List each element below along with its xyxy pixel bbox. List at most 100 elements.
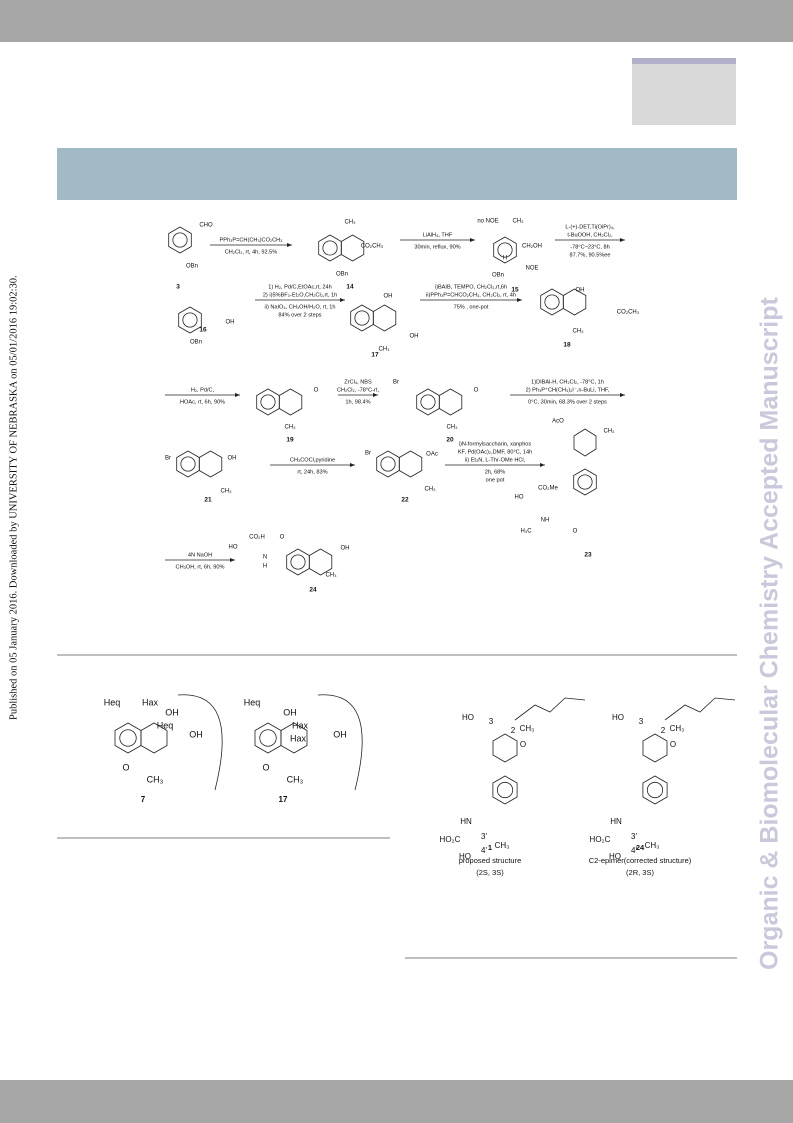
label: CH₃ bbox=[645, 841, 660, 850]
label: ii)PPh₃P=CHCO₂CH₃, CH₂Cl₂, rt, 4h bbox=[426, 292, 516, 298]
label: OH bbox=[165, 707, 179, 717]
ring bbox=[140, 722, 168, 754]
label: 3' bbox=[631, 832, 637, 841]
ring bbox=[168, 226, 192, 254]
ring-bond bbox=[420, 394, 436, 410]
label: NOE bbox=[525, 266, 538, 272]
label: Heq bbox=[244, 697, 261, 707]
ring bbox=[256, 388, 280, 416]
ring-bond bbox=[290, 554, 306, 570]
ring bbox=[176, 450, 200, 478]
arrow-head bbox=[373, 393, 378, 397]
label: 15 bbox=[511, 287, 519, 294]
label: HO bbox=[612, 713, 624, 722]
label: O bbox=[280, 535, 285, 541]
label: rt, 24h, 83% bbox=[297, 469, 327, 475]
label: HOAc, rt, 6h, 90% bbox=[180, 399, 225, 405]
ring bbox=[350, 304, 374, 332]
ring bbox=[114, 722, 142, 754]
ring bbox=[438, 388, 463, 416]
label: OH bbox=[384, 294, 393, 300]
label: AcO bbox=[552, 419, 564, 425]
ring-bond bbox=[322, 240, 338, 256]
label: OH bbox=[576, 288, 585, 294]
label: 75% , one-pot bbox=[454, 304, 489, 310]
label: 2h, 68% bbox=[485, 469, 506, 475]
label: CH₃ bbox=[670, 724, 685, 733]
ring bbox=[278, 388, 303, 416]
ring-bond bbox=[497, 242, 513, 258]
label: CH₃ bbox=[147, 774, 164, 784]
label: CH₃ bbox=[520, 724, 535, 733]
label: OH bbox=[189, 729, 203, 739]
label: CH₃COCl,pyridine bbox=[290, 457, 335, 463]
label: PPh₃P=CH(CH₃)CO₂CH₃ bbox=[220, 237, 283, 243]
label: 3 bbox=[176, 284, 180, 291]
label: ii) Et₃N, L-Thr-OMe HCl, bbox=[465, 457, 526, 463]
label: H₂, Pd/C, bbox=[191, 387, 215, 393]
label: HO₂C bbox=[590, 835, 611, 844]
ring-bond bbox=[544, 294, 560, 310]
ring bbox=[318, 234, 342, 262]
label: i)BAIB, TEMPO, CH₂Cl₂,rt,6h bbox=[435, 284, 507, 290]
label: HO bbox=[515, 495, 524, 501]
noe-arc bbox=[317, 694, 363, 791]
ring bbox=[372, 304, 397, 332]
label: HN bbox=[610, 817, 622, 826]
label: OH bbox=[333, 729, 347, 739]
label: 20 bbox=[446, 437, 454, 444]
label: OH bbox=[283, 707, 297, 717]
ring bbox=[540, 288, 564, 316]
ring bbox=[416, 388, 440, 416]
ring-bond bbox=[180, 456, 196, 472]
watermark: Organic & Biomolecular Chemistry Accepte… bbox=[756, 296, 784, 970]
label: CH₃ bbox=[446, 425, 458, 431]
label: Heq bbox=[157, 720, 174, 730]
label: 17 bbox=[279, 795, 288, 804]
label: N bbox=[263, 555, 267, 561]
arrow-head bbox=[230, 558, 235, 562]
label: CH₃ bbox=[378, 347, 390, 353]
label: 1) H₂, Pd/C,EtOAc,rt, 24h bbox=[268, 284, 331, 290]
label: t-BuOOH, CH₂Cl₂, bbox=[567, 232, 613, 238]
label: CO₂Me bbox=[538, 486, 558, 492]
label: proposed structure bbox=[459, 856, 522, 865]
ring bbox=[492, 733, 518, 763]
label: CH₃ bbox=[572, 329, 584, 335]
side-note: Published on 05 January 2016. Downloaded… bbox=[8, 275, 19, 720]
label: CH₃OH, rt, 6h, 90% bbox=[176, 564, 225, 570]
label: no NOE bbox=[477, 219, 498, 225]
label: O bbox=[520, 740, 526, 749]
label: 22 bbox=[401, 497, 409, 504]
ring-bond bbox=[354, 310, 370, 326]
label: ZrCl₄, NBS bbox=[344, 379, 372, 385]
label: 17 bbox=[371, 352, 379, 359]
ring bbox=[642, 775, 668, 805]
label: H bbox=[503, 256, 507, 262]
side-chain bbox=[664, 697, 736, 721]
ring bbox=[376, 450, 400, 478]
header-band bbox=[57, 148, 737, 200]
bottom-bar bbox=[0, 1080, 793, 1123]
label: H₃C bbox=[520, 529, 532, 535]
label: Br bbox=[365, 451, 371, 457]
ring bbox=[198, 450, 223, 478]
label: (2S, 3S) bbox=[476, 868, 504, 877]
label: one pot bbox=[486, 477, 505, 483]
label: L-(+)-DET,Ti(OiPr)₄, bbox=[565, 224, 615, 230]
ring-bond bbox=[182, 312, 198, 328]
label: 24 bbox=[309, 587, 317, 594]
logo-placeholder bbox=[632, 58, 736, 125]
ring bbox=[286, 548, 310, 576]
label: Br bbox=[165, 456, 171, 462]
label: (2R, 3S) bbox=[626, 868, 654, 877]
label: HO bbox=[609, 852, 621, 861]
label: 21 bbox=[204, 497, 212, 504]
label: CH₃ bbox=[284, 425, 296, 431]
label: 16 bbox=[199, 327, 207, 334]
ring-bond bbox=[496, 781, 514, 799]
label: ii) NaIO₄, CH₃OH/H₂O, rt, 1h bbox=[264, 304, 335, 310]
label: 4' bbox=[481, 846, 487, 855]
